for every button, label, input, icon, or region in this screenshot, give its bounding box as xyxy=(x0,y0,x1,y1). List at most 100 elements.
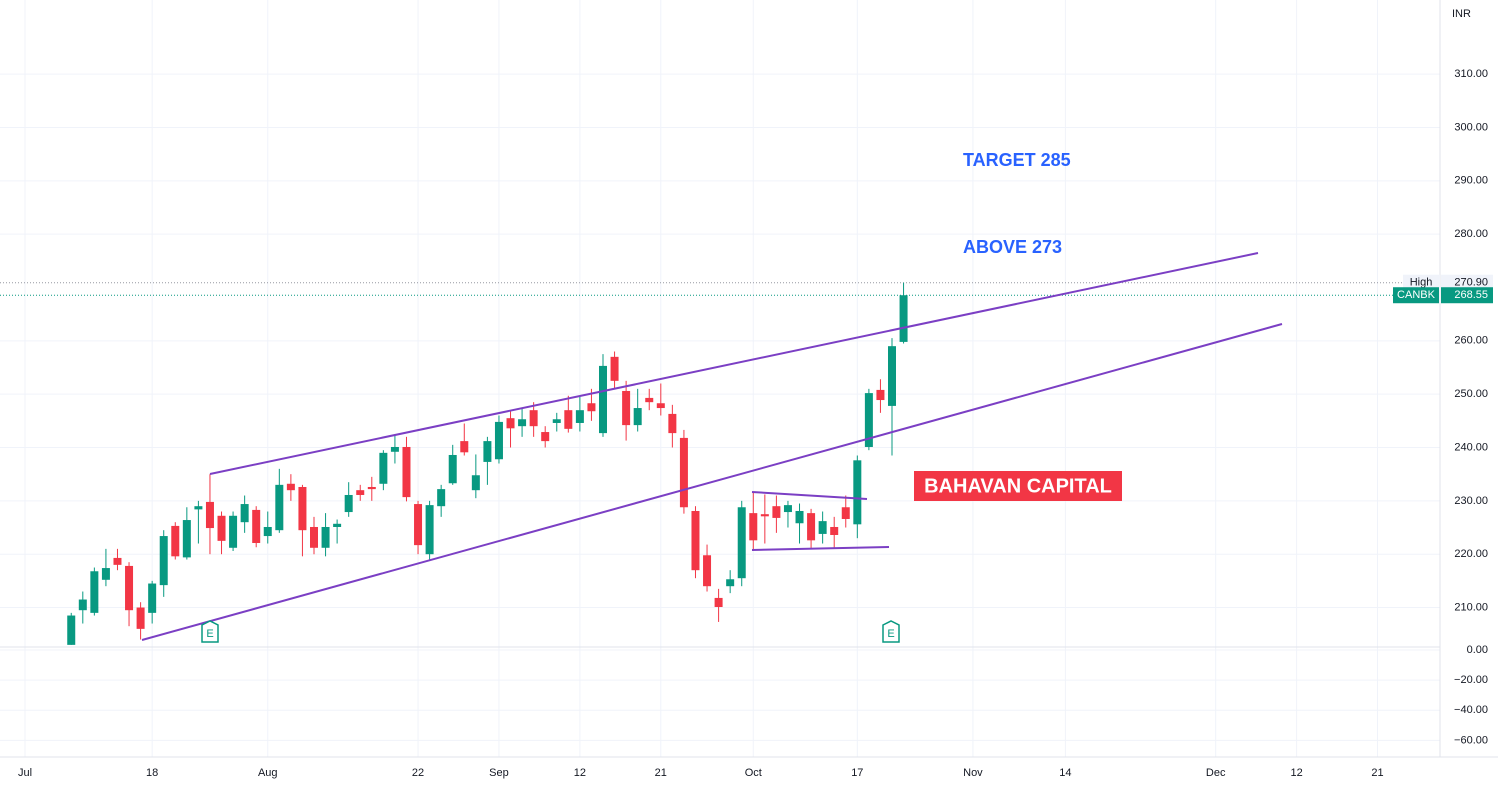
candle-body xyxy=(529,410,538,427)
candle-body xyxy=(286,483,295,491)
candle-body xyxy=(760,514,769,517)
candle-body xyxy=(807,513,816,541)
annotation: ABOVE 273 xyxy=(963,237,1062,257)
candles xyxy=(67,282,908,645)
x-tick-label: Jul xyxy=(18,767,32,779)
y-tick-label: 210.00 xyxy=(1454,601,1488,613)
candle-body xyxy=(310,526,318,548)
candle-body xyxy=(298,486,307,531)
x-tick-label: Dec xyxy=(1206,767,1226,779)
candle-body xyxy=(229,515,238,548)
trend-line xyxy=(141,323,1283,641)
candle-body xyxy=(795,510,804,524)
grid xyxy=(0,0,1440,757)
candle-body xyxy=(182,520,191,558)
candle-body xyxy=(402,446,411,498)
candle-body xyxy=(552,419,561,423)
candle-body xyxy=(575,410,584,423)
candle-body xyxy=(679,437,688,508)
y2-tick-label: 0.00 xyxy=(1467,644,1488,656)
annotation-bg xyxy=(914,471,1122,501)
candle-body xyxy=(610,356,619,381)
candle-body xyxy=(321,526,330,548)
candle-body xyxy=(691,510,700,571)
candle-body xyxy=(252,509,261,543)
candle-body xyxy=(506,418,515,429)
candle-body xyxy=(518,419,527,427)
trend-line xyxy=(751,546,890,551)
candle-body xyxy=(888,346,896,406)
x-tick-label: 21 xyxy=(1371,767,1383,779)
y2-tick-label: −20.00 xyxy=(1454,674,1488,686)
candle-body xyxy=(275,484,284,531)
last-tag-bg xyxy=(1393,287,1439,304)
candle-body xyxy=(818,521,827,534)
candle-body xyxy=(333,523,342,527)
x-tick-label: 17 xyxy=(851,767,863,779)
candle-body xyxy=(471,475,480,491)
candle-body xyxy=(541,432,550,442)
last-value-bg xyxy=(1441,287,1493,304)
candle-body xyxy=(726,579,735,587)
candle-body xyxy=(240,504,249,523)
x-tick-label: 21 xyxy=(655,767,667,779)
y-tick-label: 310.00 xyxy=(1454,68,1488,80)
y-tick-label: 240.00 xyxy=(1454,441,1488,453)
candle-body xyxy=(78,599,87,611)
high-value-bg xyxy=(1441,274,1493,291)
candle-body xyxy=(587,403,596,412)
candle-body xyxy=(830,526,839,535)
candle-body xyxy=(356,490,365,495)
candle-body xyxy=(90,571,99,613)
candle-body xyxy=(136,607,145,629)
candle-body xyxy=(599,365,607,434)
y2-tick-label: −40.00 xyxy=(1454,704,1488,716)
overlay: 210.00220.00230.00240.00250.00260.00280.… xyxy=(18,68,1493,779)
candle-body xyxy=(437,489,446,507)
x-tick-label: 18 xyxy=(146,767,158,779)
candle-body xyxy=(113,557,122,565)
candle-body xyxy=(344,494,353,513)
candle-body xyxy=(749,513,758,541)
candle-body xyxy=(205,501,214,529)
earnings-label: E xyxy=(206,628,213,640)
x-tick-label: 12 xyxy=(574,767,586,779)
candle-body xyxy=(171,525,180,557)
x-tick-label: 22 xyxy=(412,767,424,779)
candle-body xyxy=(148,583,157,613)
last-tag: CANBK xyxy=(1397,289,1436,301)
annotation: BAHAVAN CAPITAL xyxy=(924,475,1112,497)
last-value: 268.55 xyxy=(1454,289,1488,301)
candle-body xyxy=(864,393,873,447)
candle-body xyxy=(783,505,792,513)
x-tick-label: Nov xyxy=(963,767,983,779)
trend-line xyxy=(751,491,868,500)
y-tick-label: 220.00 xyxy=(1454,548,1488,560)
x-tick-label: Sep xyxy=(489,767,509,779)
y-tick-label: 250.00 xyxy=(1454,388,1488,400)
candle-body xyxy=(159,536,168,586)
candle-body xyxy=(460,441,469,453)
x-tick-label: Oct xyxy=(745,767,762,779)
earnings-label: E xyxy=(887,628,894,640)
trend-line xyxy=(209,252,1259,475)
candle-body xyxy=(390,446,399,452)
y-tick-label: 290.00 xyxy=(1454,175,1488,187)
candle-body xyxy=(367,486,376,490)
high-tag-bg xyxy=(1403,274,1440,291)
candle-body xyxy=(483,441,492,462)
candle-body xyxy=(194,506,203,510)
annotation: TARGET 285 xyxy=(963,150,1071,170)
candle-body xyxy=(668,413,677,434)
candle-body xyxy=(853,460,862,525)
candle-body xyxy=(217,515,226,541)
candle-body xyxy=(633,408,642,426)
candle-body xyxy=(876,389,885,401)
y-tick-label: 260.00 xyxy=(1454,335,1488,347)
high-value: 270.90 xyxy=(1454,277,1488,289)
x-tick-label: Aug xyxy=(258,767,278,779)
candle-body xyxy=(645,397,654,403)
candle-body xyxy=(899,295,908,342)
candle-body xyxy=(67,615,76,645)
